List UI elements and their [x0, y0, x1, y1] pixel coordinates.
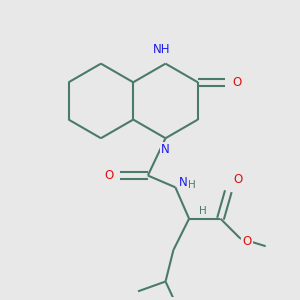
Text: O: O [232, 76, 242, 89]
Text: NH: NH [153, 43, 170, 56]
Text: H: H [199, 206, 207, 216]
Text: H: H [188, 180, 196, 190]
Text: N: N [179, 176, 188, 189]
Text: O: O [104, 169, 113, 182]
Text: N: N [161, 143, 170, 156]
Text: O: O [233, 173, 242, 186]
Text: O: O [242, 235, 251, 248]
